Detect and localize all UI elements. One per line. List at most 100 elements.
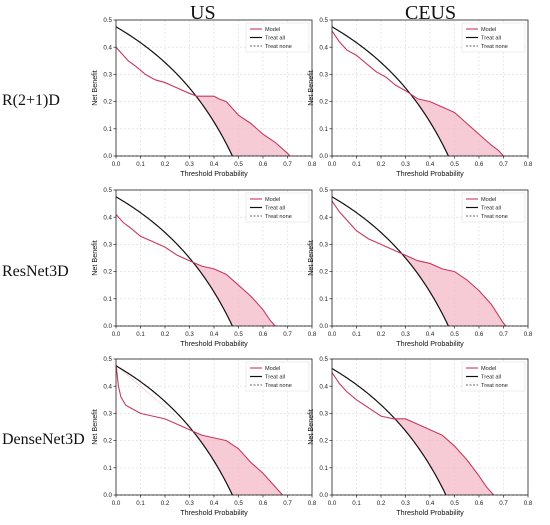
dca-panel: 0.0 0.1 0.2 0.3 0.4 0.5 0.6 0.7 0.80.00.10.20.30… [90, 356, 317, 517]
x-axis-label: Threshold Probability [180, 339, 248, 348]
x-tick-label: 0.1 [352, 500, 361, 507]
x-tick-label: 0.7 [499, 161, 508, 168]
y-tick-label: 0.3 [319, 411, 328, 418]
y-tick-label: 0.1 [103, 296, 112, 303]
y-tick-label: 0.3 [103, 411, 112, 418]
y-tick-label: 0.5 [319, 187, 328, 194]
y-tick-label: 0.5 [103, 187, 112, 194]
x-tick-label: 0.6 [259, 500, 268, 507]
legend-box [245, 192, 310, 223]
x-tick-label: 0.7 [499, 500, 508, 507]
x-tick-label: 0.2 [161, 331, 170, 338]
x-tick-label: 0.5 [450, 161, 459, 168]
x-tick-label: 0.6 [475, 331, 484, 338]
y-tick-label: 0.3 [319, 72, 328, 79]
legend-label: Treat none [481, 214, 508, 220]
legend-box [245, 361, 310, 392]
y-tick-label: 0.0 [319, 323, 328, 330]
x-tick-label: 0.7 [283, 500, 292, 507]
x-tick-label: 0.7 [499, 331, 508, 338]
y-tick-label: 0.4 [103, 44, 112, 51]
model-line [331, 372, 495, 496]
y-tick-label: 0.0 [103, 153, 112, 160]
y-tick-label: 0.4 [319, 214, 328, 221]
y-tick-label: 0.5 [103, 356, 112, 363]
x-tick-label: 0.0 [112, 161, 121, 168]
x-tick-label: 0.6 [259, 161, 268, 168]
legend-label: Treat all [481, 36, 501, 42]
x-tick-label: 0.6 [259, 331, 268, 338]
x-tick-label: 0.5 [450, 500, 459, 507]
x-tick-label: 0.1 [352, 161, 361, 168]
legend-label: Treat all [265, 206, 285, 212]
y-tick-label: 0.4 [103, 214, 112, 221]
y-tick-label: 0.2 [103, 438, 112, 445]
legend-label: Treat none [481, 44, 508, 50]
benefit-area [196, 95, 290, 156]
model-line [115, 364, 284, 496]
model-line [115, 214, 276, 327]
treat-all-line [331, 368, 447, 496]
x-tick-label: 0.0 [328, 500, 337, 507]
y-tick-label: 0.4 [319, 44, 328, 51]
x-tick-label: 0.7 [283, 161, 292, 168]
x-tick-label: 0.8 [524, 331, 533, 338]
row-label-r2plus1d: R(2+1)D [2, 92, 60, 109]
y-tick-label: 0.1 [103, 126, 112, 133]
legend-label: Model [265, 197, 280, 203]
benefit-area [410, 93, 503, 156]
x-tick-label: 0.4 [426, 161, 435, 168]
legend-label: Treat none [265, 383, 292, 389]
x-tick-label: 0.4 [210, 331, 219, 338]
benefit-area [116, 364, 282, 495]
x-tick-label: 0.3 [185, 331, 194, 338]
benefit-area [193, 262, 275, 326]
y-tick-label: 0.1 [319, 296, 328, 303]
treat-all-line [331, 26, 449, 157]
x-tick-label: 0.0 [112, 500, 121, 507]
model-line [331, 30, 504, 157]
legend-label: Treat all [265, 375, 285, 381]
dca-panel: 0.0 0.1 0.2 0.3 0.4 0.5 0.6 0.7 0.80.00.10.20.30… [306, 356, 533, 517]
x-tick-label: 0.5 [234, 331, 243, 338]
x-axis-label: Threshold Probability [396, 169, 464, 178]
y-tick-label: 0.5 [319, 356, 328, 363]
treat-all-line [115, 196, 233, 327]
x-tick-label: 0.3 [185, 161, 194, 168]
x-tick-label: 0.8 [524, 161, 533, 168]
y-axis-label: Net Benefit [306, 409, 315, 445]
treat-all-line [115, 26, 233, 157]
x-tick-label: 0.2 [161, 500, 170, 507]
y-tick-label: 0.1 [103, 465, 112, 472]
row-label-resnet3d: ResNet3D [2, 263, 69, 280]
legend-label: Treat none [265, 44, 292, 50]
x-tick-label: 0.4 [426, 500, 435, 507]
x-tick-label: 0.8 [308, 500, 317, 507]
x-tick-label: 0.5 [234, 500, 243, 507]
x-tick-label: 0.0 [328, 331, 337, 338]
x-tick-label: 0.2 [161, 161, 170, 168]
x-axis-label: Threshold Probability [180, 169, 248, 178]
x-tick-label: 0.1 [136, 500, 145, 507]
column-title-us: US [190, 2, 216, 24]
y-axis-label: Net Benefit [306, 70, 315, 106]
y-tick-label: 0.2 [319, 269, 328, 276]
legend-label: Treat all [265, 36, 285, 42]
legend-label: Treat none [481, 383, 508, 389]
x-tick-label: 0.0 [328, 161, 337, 168]
x-tick-label: 0.2 [377, 161, 386, 168]
y-axis-label: Net Benefit [90, 70, 99, 106]
x-tick-label: 0.0 [112, 331, 121, 338]
y-tick-label: 0.3 [103, 72, 112, 79]
dca-panel: 0.0 0.1 0.2 0.3 0.4 0.5 0.6 0.7 0.80.00.10.20.30… [90, 17, 317, 178]
y-tick-label: 0.2 [103, 269, 112, 276]
x-tick-label: 0.2 [377, 500, 386, 507]
x-tick-label: 0.1 [136, 331, 145, 338]
y-axis-label: Net Benefit [90, 240, 99, 276]
y-tick-label: 0.0 [103, 323, 112, 330]
dca-panel: 0.0 0.1 0.2 0.3 0.4 0.5 0.6 0.7 0.80.00.10.20.30… [90, 187, 317, 348]
treat-all-line [331, 196, 449, 327]
y-tick-label: 0.2 [103, 99, 112, 106]
x-tick-label: 0.8 [308, 331, 317, 338]
y-axis-label: Net Benefit [90, 409, 99, 445]
